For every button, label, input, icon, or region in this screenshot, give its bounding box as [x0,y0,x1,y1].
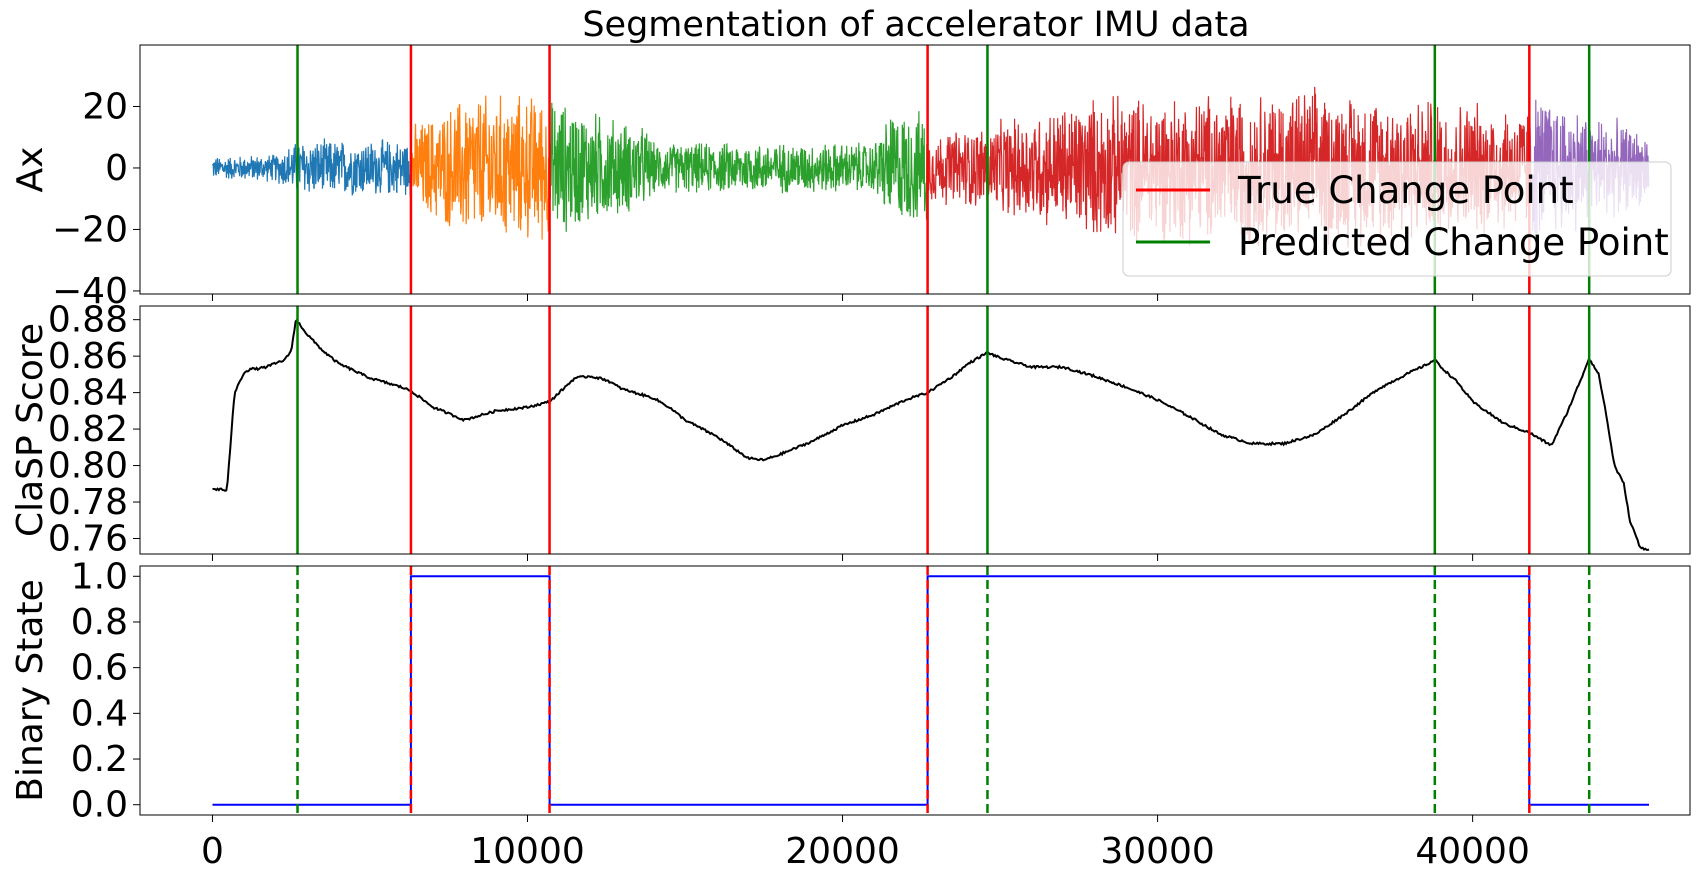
signal-segment-2 [410,95,550,240]
signal-segment-1 [211,138,412,196]
legend-box [1122,161,1672,277]
y-tick-label: 0.80 [48,446,128,487]
y-tick-label: 0.84 [48,373,128,414]
x-tick-label: 0 [201,831,224,869]
legend: True Change Point Predicted Change Point [1122,161,1672,277]
axes-frame [139,565,1691,816]
chart-title: Segmentation of accelerator IMU data [582,5,1249,45]
y-tick-label: 1.0 [71,556,128,597]
x-tick-label: 10000 [470,831,585,869]
y-tick-label: −40 [52,271,128,312]
binary-state-line [212,575,1649,806]
clasp-score-line [212,318,1650,551]
axes-frame [139,44,1691,295]
legend-label-predicted: Predicted Change Point [1238,221,1669,264]
y-tick-label: 0 [105,148,128,189]
y-axis-label: Binary State [10,579,51,801]
axes-frame [139,305,1691,555]
y-tick-label: 0.2 [71,739,128,780]
y-tick-label: 0.0 [71,785,128,826]
y-tick-label: 0.8 [71,602,128,643]
y-tick-label: 0.4 [71,693,128,734]
plot-area [212,566,1649,815]
y-tick-label: 0.82 [48,409,128,450]
plot-area [212,306,1650,554]
y-tick-label: 0.76 [48,519,128,560]
y-axis-label: Ax [10,147,51,193]
y-tick-label: 0.78 [48,482,128,523]
y-tick-label: 0.86 [48,336,128,377]
y-tick-label: 20 [82,86,128,127]
y-tick-label: 0.6 [71,648,128,689]
y-tick-label: 0.88 [48,300,128,341]
y-axis-label: ClaSP Score [10,323,51,537]
x-tick-label: 40000 [1415,831,1530,869]
accelerometer-panel: 20 0 −20 −40 Ax True Change Point Predicted Ch… [10,44,1691,312]
signal-segment-3 [549,102,929,232]
x-tick-label: 20000 [785,831,900,869]
binary-state-panel: 1.0 0.8 0.60.4 0.2 0.0 0 10000 20000 30000 40000 B… [10,556,1691,869]
y-tick-label: −20 [52,209,128,250]
legend-label-true: True Change Point [1237,169,1574,212]
x-tick-label: 30000 [1100,831,1215,869]
